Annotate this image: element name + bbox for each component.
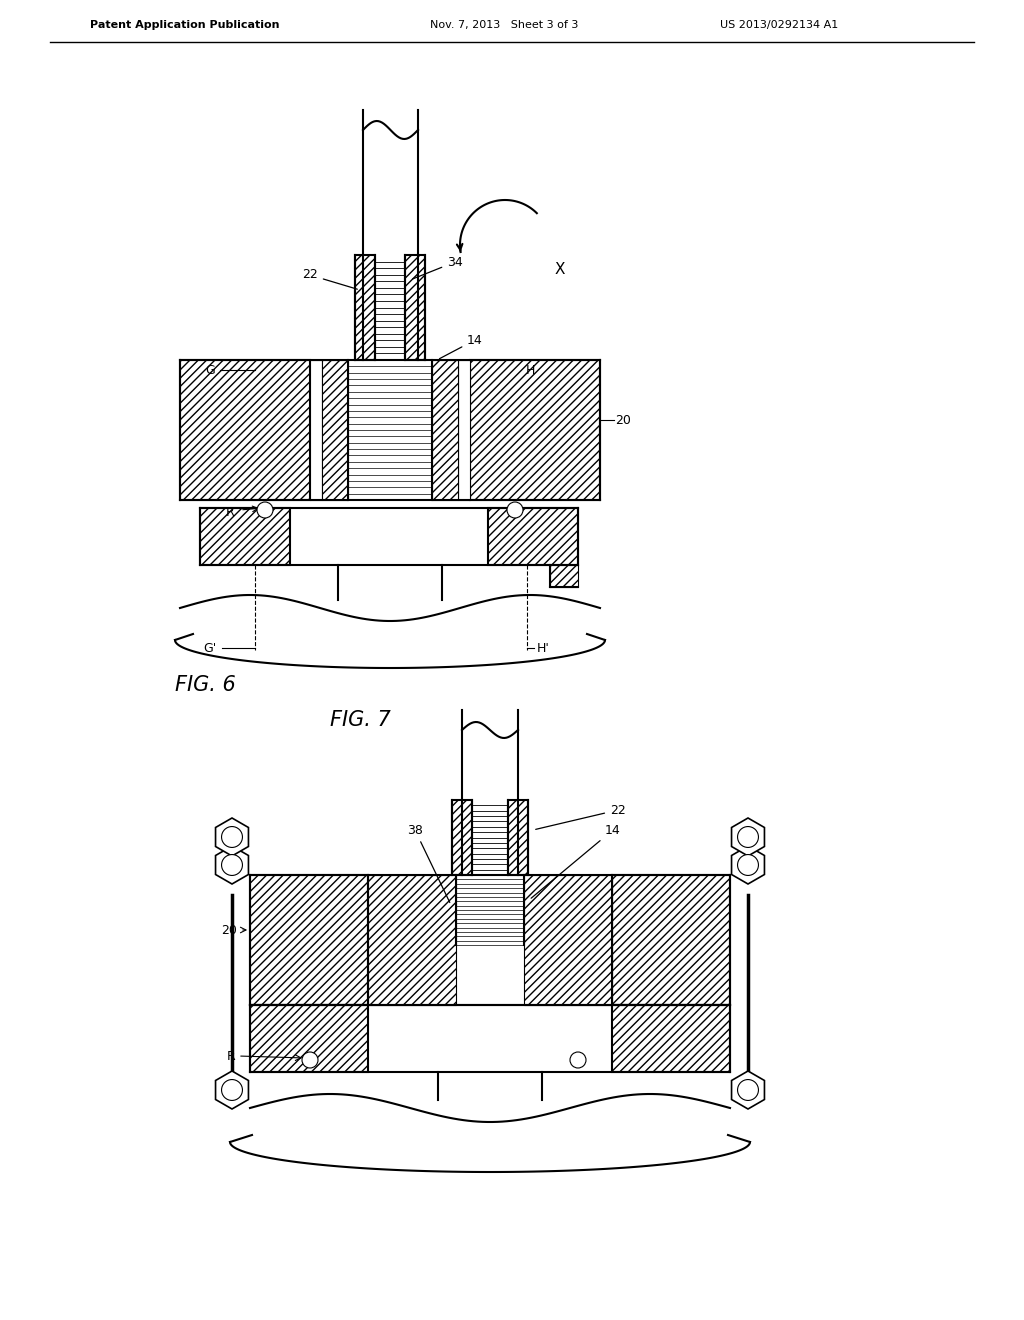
Text: 38: 38 — [408, 824, 450, 903]
Bar — [322, 360, 348, 500]
Text: 42: 42 — [219, 1081, 234, 1094]
Circle shape — [570, 1052, 586, 1068]
Bar — [180, 360, 310, 500]
Text: R: R — [226, 1049, 234, 1063]
Polygon shape — [731, 818, 765, 855]
Text: Nov. 7, 2013   Sheet 3 of 3: Nov. 7, 2013 Sheet 3 of 3 — [430, 20, 579, 30]
Text: R: R — [225, 506, 234, 519]
Bar — [488, 508, 578, 565]
Text: X: X — [555, 263, 565, 277]
Bar — [508, 800, 528, 875]
Polygon shape — [215, 1071, 249, 1109]
Bar — [250, 1005, 368, 1072]
Text: H: H — [525, 363, 535, 376]
Bar — [368, 875, 456, 1005]
Bar — [458, 360, 470, 500]
Text: 20: 20 — [221, 924, 237, 936]
Circle shape — [221, 1080, 243, 1101]
Polygon shape — [215, 818, 249, 855]
Text: 40: 40 — [221, 849, 237, 862]
Bar — [612, 875, 730, 1005]
Circle shape — [737, 826, 759, 847]
Text: Patent Application Publication: Patent Application Publication — [90, 20, 280, 30]
Bar — [612, 1005, 730, 1072]
Bar — [250, 875, 368, 1005]
Bar — [550, 565, 578, 587]
Circle shape — [221, 854, 243, 875]
Text: G: G — [205, 363, 215, 376]
Bar — [406, 255, 425, 360]
Text: 14: 14 — [439, 334, 483, 359]
Text: FIG. 7: FIG. 7 — [330, 710, 391, 730]
Text: 34: 34 — [413, 256, 463, 279]
Circle shape — [737, 1080, 759, 1101]
Text: US 2013/0292134 A1: US 2013/0292134 A1 — [720, 20, 839, 30]
Circle shape — [221, 826, 243, 847]
Bar — [432, 360, 458, 500]
Bar — [524, 875, 612, 1005]
Text: G': G' — [204, 642, 217, 655]
Bar — [200, 508, 290, 565]
Bar — [452, 800, 472, 875]
Text: 22: 22 — [302, 268, 357, 289]
Bar — [470, 360, 600, 500]
Text: 20: 20 — [615, 413, 631, 426]
Text: FIG. 6: FIG. 6 — [175, 675, 236, 696]
Bar — [355, 255, 375, 360]
Polygon shape — [731, 1071, 765, 1109]
Text: 22: 22 — [536, 804, 626, 829]
Bar — [310, 360, 322, 500]
Circle shape — [302, 1052, 318, 1068]
Circle shape — [257, 502, 273, 517]
Polygon shape — [215, 846, 249, 884]
Text: H': H' — [537, 642, 550, 655]
Polygon shape — [731, 846, 765, 884]
Circle shape — [737, 854, 759, 875]
Circle shape — [507, 502, 523, 517]
Text: 14: 14 — [531, 824, 621, 898]
